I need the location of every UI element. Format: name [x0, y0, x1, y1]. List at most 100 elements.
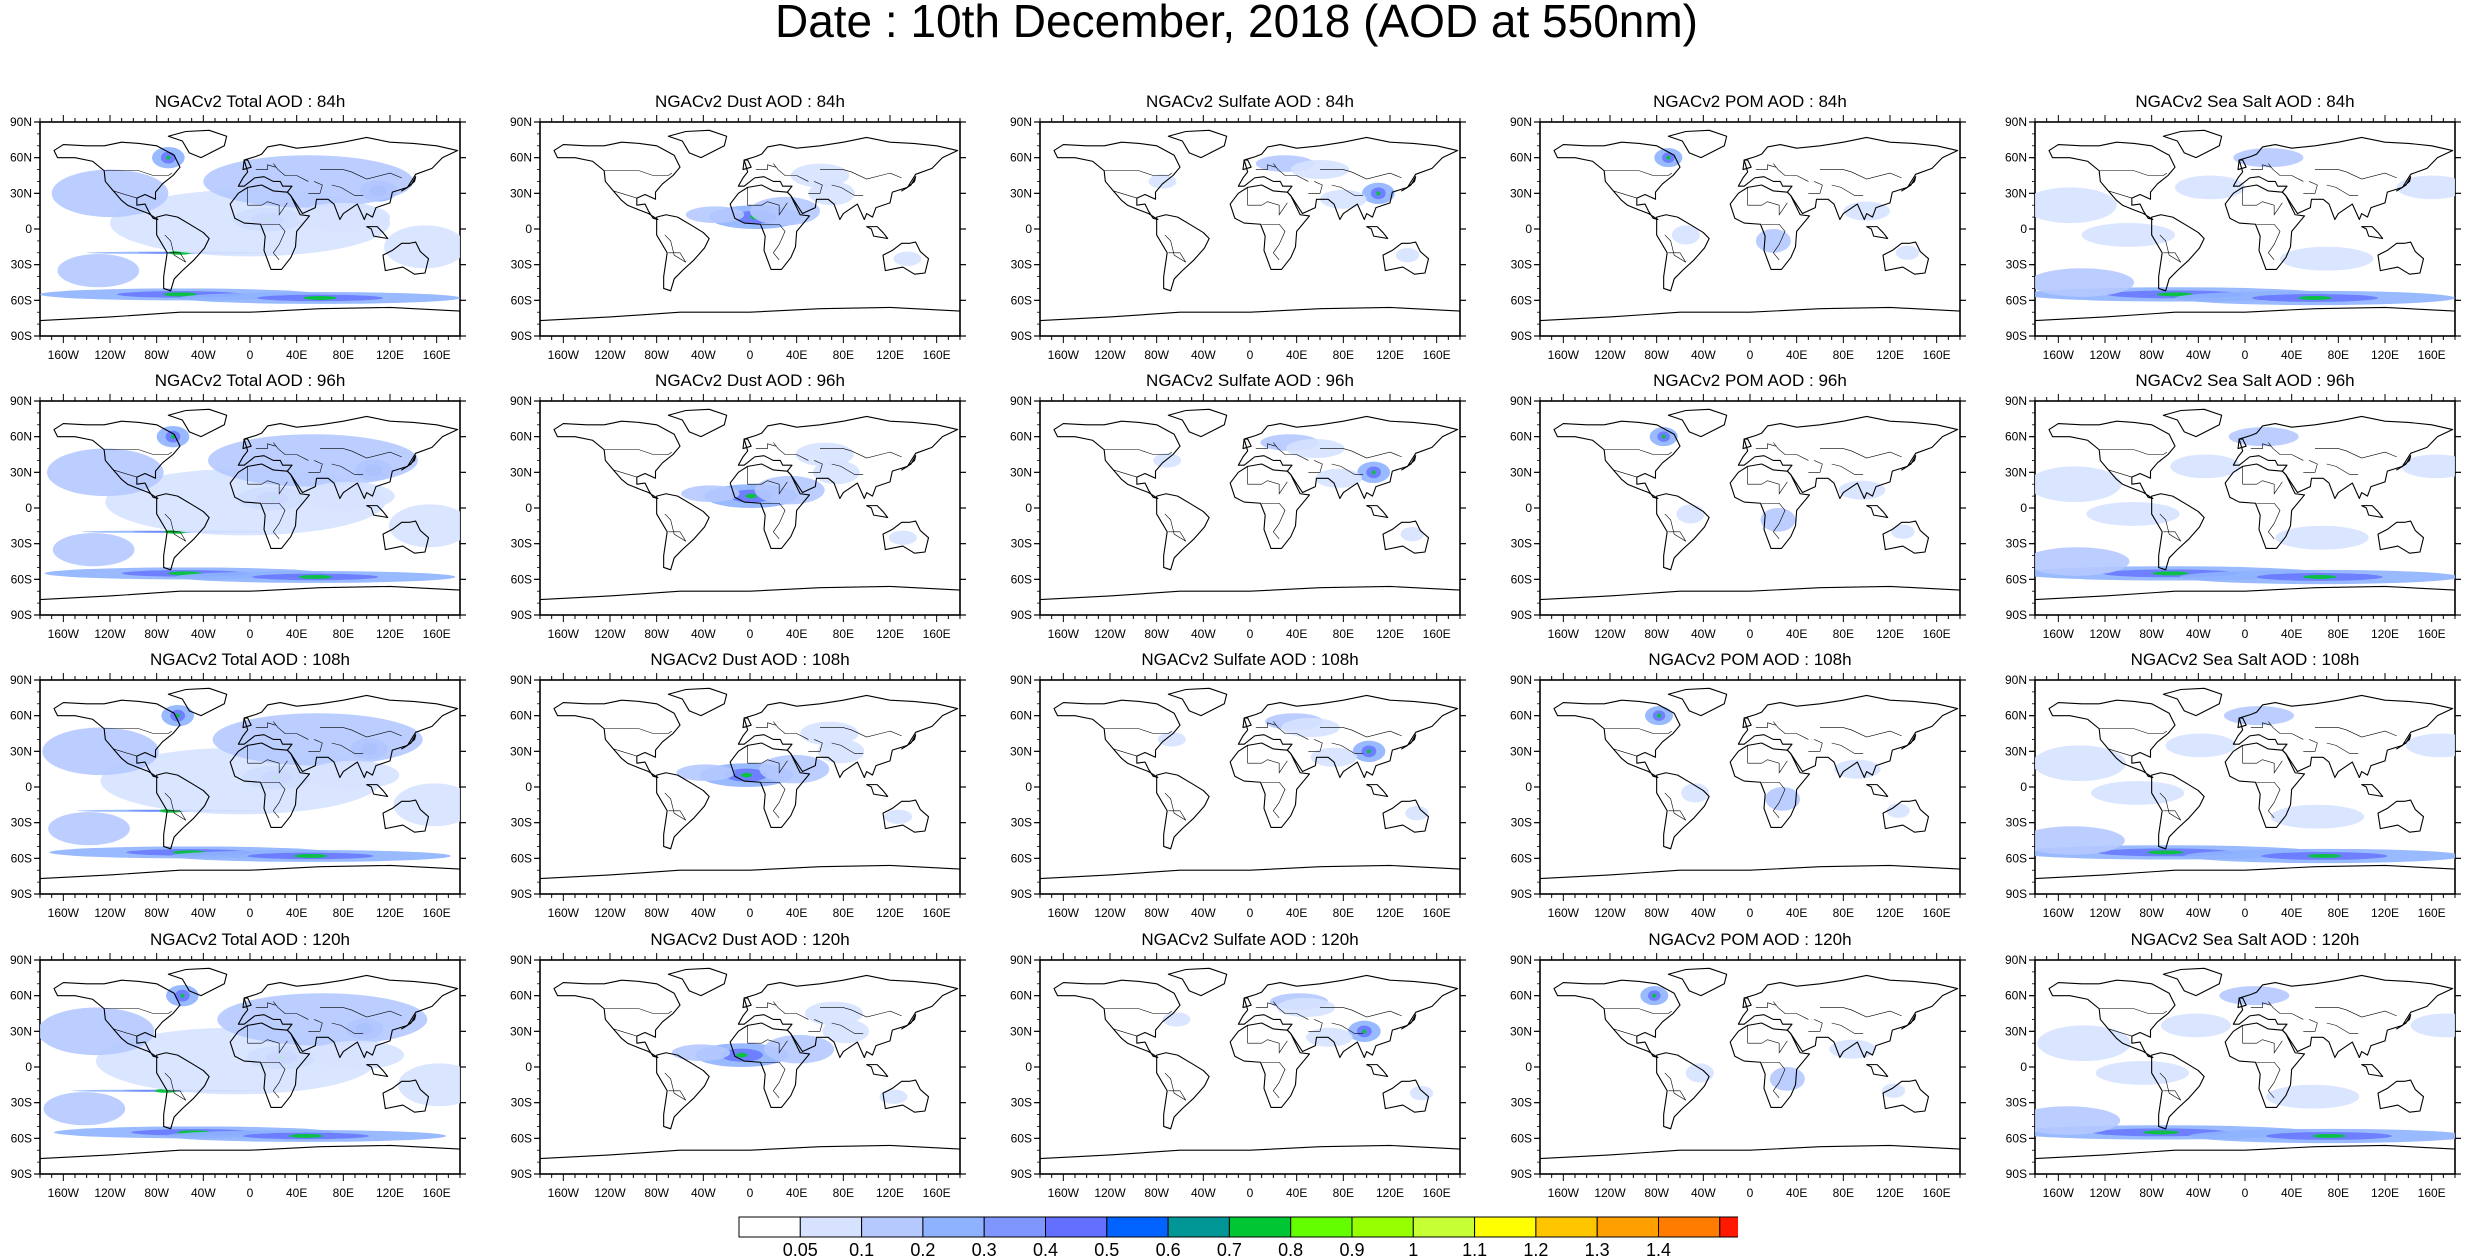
lon-tick-label: 80W	[1144, 906, 1169, 920]
lat-tick-label: 90N	[2005, 673, 2027, 687]
lat-tick-label: 30N	[1510, 186, 1532, 200]
lon-tick-label: 120E	[876, 627, 904, 641]
lon-tick-label: 120E	[376, 1186, 404, 1200]
colorbar-swatch	[1658, 1216, 1721, 1238]
map-panel-seasalt: NGACv2 Sea Salt AOD : 108h 90N 60N 30N 0 30S 6…	[1995, 650, 2461, 920]
lon-tick-label: 160W	[1548, 1186, 1580, 1200]
world-map: 90N 60N 30N 0 30S 60S 90S 160W 120W 80W 40W 0 40E 80E…	[2005, 394, 2461, 641]
lat-tick-label: 60N	[2005, 430, 2027, 444]
colorbar-label: 0.7	[1217, 1240, 1242, 1260]
lat-tick-label: 30S	[1511, 816, 1532, 830]
lon-tick-label: 0	[247, 1186, 254, 1200]
map-panel-seasalt: NGACv2 Sea Salt AOD : 96h 90N 60N 30N 0 30S 60…	[1995, 371, 2461, 641]
lon-tick-label: 160E	[1923, 1186, 1951, 1200]
lat-tick-label: 30N	[1010, 465, 1032, 479]
panel-title: NGACv2 POM AOD : 108h	[1648, 650, 1852, 669]
world-map: 90N 60N 30N 0 30S 60S 90S 160W 120W 80W 40W 0 40E 80E…	[2005, 673, 2461, 920]
lat-tick-label: 60S	[11, 572, 32, 586]
lon-tick-label: 160W	[48, 348, 80, 362]
colorbar: 0.05 0.1 0.2 0.3 0.4 0.5 0.6 0.7 0.8 0.9 1 1.1 1.2 1.…	[738, 1216, 1738, 1260]
lat-tick-label: 60N	[2005, 151, 2027, 165]
lon-tick-label: 80W	[1644, 627, 1669, 641]
lon-tick-label: 40E	[1786, 906, 1807, 920]
lat-tick-label: 90N	[1510, 953, 1532, 967]
lat-tick-label: 90S	[1511, 887, 1532, 901]
lat-tick-label: 60N	[2005, 709, 2027, 723]
map-panel-sulfate: NGACv2 Sulfate AOD : 120h 90N 60N 30N 0 30S 60…	[1000, 930, 1466, 1200]
colorbar-swatch	[1412, 1216, 1476, 1238]
lat-tick-label: 60N	[10, 989, 32, 1003]
lon-tick-label: 40E	[286, 1186, 307, 1200]
world-map: 90N 60N 30N 0 30S 60S 90S 160W 120W 80W 40W 0 40E 80E…	[510, 394, 966, 641]
lat-tick-label: 30N	[1010, 744, 1032, 758]
lon-tick-label: 120W	[1094, 348, 1126, 362]
lon-tick-label: 160E	[423, 1186, 451, 1200]
lon-tick-label: 160E	[423, 627, 451, 641]
lat-tick-label: 0	[1025, 501, 1032, 515]
lat-tick-label: 0	[1025, 780, 1032, 794]
panel-title: NGACv2 Sea Salt AOD : 96h	[2135, 371, 2355, 390]
lon-tick-label: 120E	[1376, 906, 1404, 920]
lon-tick-label: 40E	[286, 906, 307, 920]
lon-tick-label: 120E	[1876, 348, 1904, 362]
lon-tick-label: 120W	[594, 906, 626, 920]
lat-tick-label: 0	[25, 501, 32, 515]
lon-tick-label: 0	[247, 627, 254, 641]
panel-title: NGACv2 Dust AOD : 96h	[655, 371, 845, 390]
lon-tick-label: 40E	[2281, 906, 2302, 920]
lat-tick-label: 90S	[2006, 1167, 2027, 1181]
lon-tick-label: 160W	[2043, 906, 2075, 920]
lon-tick-label: 40E	[786, 1186, 807, 1200]
lat-tick-label: 90S	[1011, 329, 1032, 343]
map-panel-pom: NGACv2 POM AOD : 84h 90N 60N 30N 0 30S 60S 90S 1…	[1500, 92, 1966, 362]
colorbar-swatch	[738, 1216, 801, 1238]
lon-tick-label: 40E	[786, 627, 807, 641]
lon-tick-label: 0	[1247, 348, 1254, 362]
lon-tick-label: 40W	[191, 906, 216, 920]
lon-tick-label: 160W	[2043, 627, 2075, 641]
lon-tick-label: 40E	[1286, 627, 1307, 641]
lon-tick-label: 80W	[144, 348, 169, 362]
lat-tick-label: 30S	[1511, 537, 1532, 551]
lon-tick-label: 40E	[786, 348, 807, 362]
lon-tick-label: 120E	[376, 348, 404, 362]
lon-tick-label: 80E	[1333, 348, 1354, 362]
lon-tick-label: 120E	[2371, 627, 2399, 641]
lon-tick-label: 120E	[876, 1186, 904, 1200]
lat-tick-label: 60S	[11, 293, 32, 307]
lon-tick-label: 80E	[1333, 627, 1354, 641]
lat-tick-label: 30S	[11, 1096, 32, 1110]
lon-tick-label: 160W	[1048, 348, 1080, 362]
lon-tick-label: 40E	[2281, 1186, 2302, 1200]
lat-tick-label: 0	[25, 222, 32, 236]
lon-tick-label: 40W	[1691, 627, 1716, 641]
colorbar-swatch	[799, 1216, 863, 1238]
lat-tick-label: 90N	[10, 953, 32, 967]
lon-tick-label: 160E	[1423, 906, 1451, 920]
map-panel-seasalt: NGACv2 Sea Salt AOD : 84h 90N 60N 30N 0 30S 60…	[1995, 92, 2461, 362]
panel-title: NGACv2 Sulfate AOD : 120h	[1141, 930, 1359, 949]
lon-tick-label: 80W	[2139, 348, 2164, 362]
lon-tick-label: 80E	[333, 348, 354, 362]
lat-tick-label: 60S	[1011, 851, 1032, 865]
world-map: 90N 60N 30N 0 30S 60S 90S 160W 120W 80W 40W 0 40E 80E…	[1510, 115, 1966, 362]
lon-tick-label: 0	[247, 348, 254, 362]
world-map: 90N 60N 30N 0 30S 60S 90S 160W 120W 80W 40W 0 40E 80E…	[1010, 953, 1466, 1200]
lon-tick-label: 40W	[1691, 1186, 1716, 1200]
panel-title: NGACv2 Sulfate AOD : 96h	[1146, 371, 1354, 390]
lat-tick-label: 90S	[511, 1167, 532, 1181]
lat-tick-label: 30N	[510, 744, 532, 758]
lat-tick-label: 90N	[1010, 953, 1032, 967]
lat-tick-label: 90S	[511, 329, 532, 343]
lon-tick-label: 120E	[1876, 1186, 1904, 1200]
panel-title: NGACv2 POM AOD : 120h	[1648, 930, 1852, 949]
lat-tick-label: 90N	[510, 673, 532, 687]
lon-tick-label: 120E	[1376, 1186, 1404, 1200]
lon-tick-label: 80W	[644, 348, 669, 362]
lon-tick-label: 80W	[1144, 348, 1169, 362]
lon-tick-label: 80W	[2139, 627, 2164, 641]
lat-tick-label: 90S	[1511, 608, 1532, 622]
lat-tick-label: 0	[2020, 1060, 2027, 1074]
lon-tick-label: 120E	[376, 627, 404, 641]
lon-tick-label: 80W	[144, 1186, 169, 1200]
